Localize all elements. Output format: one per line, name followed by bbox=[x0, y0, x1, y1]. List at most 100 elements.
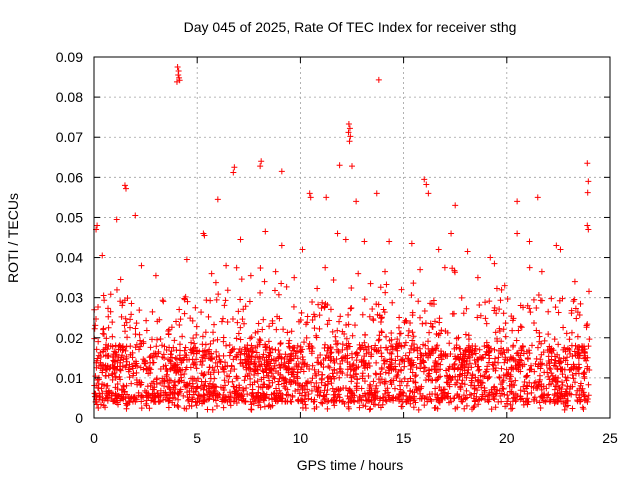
data-point-cloud bbox=[411, 341, 418, 348]
data-point bbox=[258, 158, 265, 165]
data-point-cloud bbox=[180, 392, 187, 399]
data-point-cloud bbox=[466, 360, 473, 367]
data-point-cloud bbox=[412, 373, 419, 380]
data-point-cloud bbox=[193, 365, 200, 372]
data-point-cloud bbox=[247, 365, 254, 372]
data-point-cloud bbox=[485, 352, 492, 359]
data-point-cloud bbox=[581, 369, 588, 376]
data-point-cloud bbox=[229, 346, 236, 353]
data-point bbox=[262, 228, 269, 235]
data-point-cloud bbox=[387, 342, 394, 349]
data-point-cloud bbox=[328, 380, 335, 387]
data-point-cloud bbox=[466, 391, 473, 398]
data-point-cloud bbox=[507, 401, 514, 408]
data-point-cloud bbox=[137, 337, 144, 344]
data-point-cloud bbox=[132, 344, 139, 351]
data-point-cloud bbox=[226, 352, 233, 359]
data-point-cloud bbox=[188, 339, 195, 346]
data-point-cloud bbox=[388, 365, 395, 372]
data-point-cloud bbox=[242, 398, 249, 405]
data-point-cloud bbox=[465, 336, 472, 343]
data-point-cloud bbox=[149, 395, 156, 402]
data-point-cloud bbox=[497, 297, 504, 304]
data-point-cloud bbox=[147, 344, 154, 351]
data-point-cloud bbox=[502, 403, 509, 410]
data-point-cloud bbox=[382, 369, 389, 376]
data-point-cloud bbox=[471, 397, 478, 404]
data-point-cloud bbox=[337, 360, 344, 367]
data-point-cloud bbox=[583, 397, 590, 404]
data-point-cloud bbox=[321, 345, 328, 352]
data-point-cloud bbox=[331, 359, 338, 366]
data-point-cloud bbox=[399, 403, 406, 410]
data-point-cloud bbox=[205, 313, 212, 320]
data-point-cloud bbox=[531, 320, 538, 327]
data-point-cloud bbox=[257, 404, 264, 411]
data-point-cloud bbox=[515, 364, 522, 371]
data-point-cloud bbox=[206, 391, 213, 398]
data-point-cloud bbox=[483, 342, 490, 349]
data-point-cloud bbox=[472, 350, 479, 357]
data-point-cloud bbox=[417, 350, 424, 357]
x-tick-label: 25 bbox=[602, 430, 618, 446]
data-point-cloud bbox=[389, 346, 396, 353]
data-point-cloud bbox=[563, 330, 570, 337]
data-point-cloud bbox=[224, 319, 231, 326]
data-point-cloud bbox=[252, 329, 259, 336]
data-point-cloud bbox=[584, 321, 591, 328]
data-point-cloud bbox=[113, 286, 120, 293]
data-point-cloud bbox=[406, 393, 413, 400]
data-point-cloud bbox=[396, 361, 403, 368]
data-point-cloud bbox=[193, 323, 200, 330]
data-point-cloud bbox=[261, 381, 268, 388]
data-point-cloud bbox=[317, 389, 324, 396]
data-point-cloud bbox=[261, 278, 268, 285]
data-point-cloud bbox=[257, 289, 264, 296]
data-point-cloud bbox=[233, 399, 240, 406]
data-point-cloud bbox=[132, 398, 139, 405]
data-point-cloud bbox=[546, 360, 553, 367]
data-point-cloud bbox=[193, 348, 200, 355]
data-point-cloud bbox=[210, 337, 217, 344]
data-point-cloud bbox=[559, 381, 566, 388]
data-point-cloud bbox=[493, 285, 500, 292]
data-point-cloud bbox=[188, 375, 195, 382]
data-point-cloud bbox=[316, 312, 323, 319]
data-point-cloud bbox=[160, 397, 167, 404]
data-point-cloud bbox=[265, 403, 272, 410]
data-point-cloud bbox=[118, 387, 125, 394]
data-point-cloud bbox=[311, 366, 318, 373]
data-point-cloud bbox=[360, 362, 367, 369]
data-point-cloud bbox=[375, 337, 382, 344]
data-point-cloud bbox=[266, 402, 273, 409]
data-point-cloud bbox=[112, 373, 119, 380]
data-point-cloud bbox=[214, 336, 221, 343]
data-point-cloud bbox=[227, 367, 234, 374]
data-point-cloud bbox=[407, 375, 414, 382]
data-point-cloud bbox=[518, 324, 525, 331]
data-point-cloud bbox=[138, 392, 145, 399]
data-point-cloud bbox=[304, 313, 311, 320]
data-point-cloud bbox=[148, 397, 155, 404]
data-point-cloud bbox=[264, 361, 271, 368]
data-point-cloud bbox=[388, 330, 395, 337]
data-point-cloud bbox=[401, 363, 408, 370]
data-point-cloud bbox=[586, 288, 593, 295]
data-point-cloud bbox=[548, 356, 555, 363]
data-point bbox=[441, 264, 448, 271]
data-point bbox=[584, 222, 591, 229]
data-point-cloud bbox=[274, 313, 281, 320]
data-point-cloud bbox=[540, 398, 547, 405]
data-point-cloud bbox=[186, 387, 193, 394]
data-point-cloud bbox=[348, 390, 355, 397]
data-point-cloud bbox=[378, 353, 385, 360]
data-point-cloud bbox=[117, 359, 124, 366]
data-point-cloud bbox=[570, 375, 577, 382]
data-point-cloud bbox=[420, 368, 427, 375]
data-point-cloud bbox=[392, 363, 399, 370]
data-point-cloud bbox=[138, 340, 145, 347]
data-point-cloud bbox=[449, 374, 456, 381]
data-point-cloud bbox=[130, 370, 137, 377]
data-point-cloud bbox=[235, 330, 242, 337]
data-point-cloud bbox=[258, 376, 265, 383]
